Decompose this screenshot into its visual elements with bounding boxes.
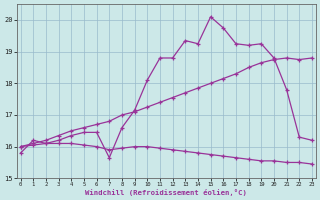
X-axis label: Windchill (Refroidissement éolien,°C): Windchill (Refroidissement éolien,°C) [85, 189, 247, 196]
